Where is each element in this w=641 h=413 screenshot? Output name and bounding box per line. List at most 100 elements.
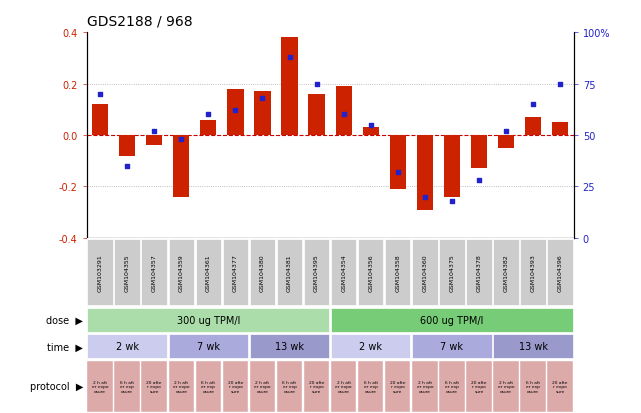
- Text: 6 h aft
er exp
osure: 6 h aft er exp osure: [120, 380, 134, 393]
- Bar: [281, 38, 297, 135]
- FancyBboxPatch shape: [250, 335, 329, 358]
- Text: 13 wk: 13 wk: [519, 342, 547, 351]
- Point: [203, 112, 213, 119]
- FancyBboxPatch shape: [547, 240, 573, 305]
- FancyBboxPatch shape: [250, 240, 275, 305]
- Point: [122, 163, 132, 170]
- FancyBboxPatch shape: [222, 240, 248, 305]
- FancyBboxPatch shape: [331, 240, 356, 305]
- Text: 2 h aft
er expo
osure: 2 h aft er expo osure: [173, 380, 190, 393]
- Text: 20 afte
r expo
sure: 20 afte r expo sure: [553, 380, 568, 393]
- Text: GSM104377: GSM104377: [233, 254, 238, 291]
- Point: [312, 81, 322, 88]
- FancyBboxPatch shape: [304, 240, 329, 305]
- Text: GSM104361: GSM104361: [206, 254, 211, 291]
- Bar: [525, 118, 541, 135]
- Point: [474, 178, 484, 184]
- FancyBboxPatch shape: [494, 335, 573, 358]
- Text: GSM104357: GSM104357: [152, 254, 156, 291]
- Text: 2 h aft
er expo
osure: 2 h aft er expo osure: [335, 380, 352, 393]
- Bar: [363, 128, 379, 135]
- Text: dose  ▶: dose ▶: [46, 315, 83, 325]
- Point: [338, 112, 349, 119]
- Bar: [552, 123, 569, 135]
- Point: [555, 81, 565, 88]
- Text: 6 h aft
er exp
osure: 6 h aft er exp osure: [363, 380, 378, 393]
- Text: GSM104356: GSM104356: [368, 254, 373, 291]
- Text: 20 afte
r expo
sure: 20 afte r expo sure: [309, 380, 324, 393]
- FancyBboxPatch shape: [331, 335, 410, 358]
- FancyBboxPatch shape: [439, 240, 465, 305]
- Text: GSM104359: GSM104359: [179, 254, 184, 291]
- Text: 2 wk: 2 wk: [115, 342, 138, 351]
- Point: [528, 102, 538, 108]
- Point: [447, 198, 457, 204]
- Bar: [471, 135, 487, 169]
- Point: [176, 136, 187, 143]
- Bar: [173, 135, 189, 197]
- FancyBboxPatch shape: [169, 335, 248, 358]
- FancyBboxPatch shape: [412, 361, 438, 412]
- Text: 2 h aft
er expo
osure: 2 h aft er expo osure: [92, 380, 108, 393]
- FancyBboxPatch shape: [114, 361, 140, 412]
- Text: 7 wk: 7 wk: [440, 342, 463, 351]
- Text: GSM104381: GSM104381: [287, 254, 292, 291]
- Bar: [390, 135, 406, 190]
- Text: 2 h aft
er expo
osure: 2 h aft er expo osure: [498, 380, 514, 393]
- Text: 300 ug TPM/l: 300 ug TPM/l: [177, 315, 240, 325]
- Bar: [417, 135, 433, 210]
- Text: 20 afte
r expo
sure: 20 afte r expo sure: [228, 380, 243, 393]
- Point: [393, 169, 403, 176]
- FancyBboxPatch shape: [142, 361, 167, 412]
- Point: [365, 122, 376, 129]
- FancyBboxPatch shape: [87, 335, 167, 358]
- FancyBboxPatch shape: [87, 240, 113, 305]
- Text: 13 wk: 13 wk: [275, 342, 304, 351]
- Point: [285, 55, 295, 61]
- Point: [257, 95, 267, 102]
- Text: 20 afte
r expo
sure: 20 afte r expo sure: [146, 380, 162, 393]
- Text: GSM104355: GSM104355: [124, 254, 129, 291]
- FancyBboxPatch shape: [494, 361, 519, 412]
- FancyBboxPatch shape: [385, 361, 410, 412]
- Text: GSM104395: GSM104395: [314, 254, 319, 291]
- FancyBboxPatch shape: [114, 240, 140, 305]
- FancyBboxPatch shape: [547, 361, 573, 412]
- Bar: [119, 135, 135, 156]
- FancyBboxPatch shape: [520, 240, 546, 305]
- Point: [501, 128, 511, 135]
- FancyBboxPatch shape: [385, 240, 410, 305]
- Text: 6 h aft
er exp
osure: 6 h aft er exp osure: [201, 380, 215, 393]
- FancyBboxPatch shape: [222, 361, 248, 412]
- Bar: [146, 135, 162, 146]
- Point: [420, 194, 430, 200]
- Point: [149, 128, 160, 135]
- FancyBboxPatch shape: [142, 240, 167, 305]
- Text: GSM104358: GSM104358: [395, 254, 400, 291]
- Text: 2 h aft
er expo
osure: 2 h aft er expo osure: [417, 380, 433, 393]
- FancyBboxPatch shape: [466, 361, 492, 412]
- Text: 20 afte
r expo
sure: 20 afte r expo sure: [471, 380, 487, 393]
- FancyBboxPatch shape: [331, 361, 356, 412]
- FancyBboxPatch shape: [277, 361, 303, 412]
- FancyBboxPatch shape: [196, 240, 221, 305]
- Text: 6 h aft
er exp
osure: 6 h aft er exp osure: [445, 380, 459, 393]
- Text: GSM104393: GSM104393: [531, 254, 536, 291]
- Text: 20 afte
r expo
sure: 20 afte r expo sure: [390, 380, 406, 393]
- FancyBboxPatch shape: [277, 240, 303, 305]
- Text: GSM103291: GSM103291: [97, 254, 103, 291]
- FancyBboxPatch shape: [358, 240, 383, 305]
- FancyBboxPatch shape: [196, 361, 221, 412]
- FancyBboxPatch shape: [87, 308, 329, 332]
- Point: [95, 91, 105, 98]
- Text: GSM104396: GSM104396: [558, 254, 563, 291]
- Text: GSM104382: GSM104382: [504, 254, 508, 291]
- Text: time  ▶: time ▶: [47, 342, 83, 351]
- Bar: [498, 135, 514, 148]
- Bar: [92, 105, 108, 135]
- Bar: [444, 135, 460, 197]
- Bar: [308, 95, 325, 135]
- FancyBboxPatch shape: [358, 361, 383, 412]
- Text: 7 wk: 7 wk: [197, 342, 220, 351]
- FancyBboxPatch shape: [412, 240, 438, 305]
